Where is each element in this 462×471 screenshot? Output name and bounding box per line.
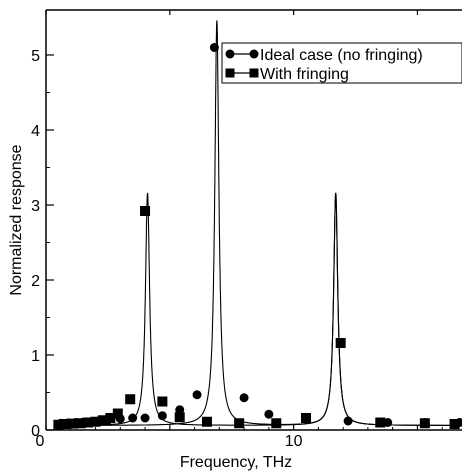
- data-point-circle: [209, 43, 219, 52]
- ticks: 0 1 2 3 4 5 0 10: [31, 10, 443, 450]
- data-point-circle: [192, 390, 202, 400]
- data-point-circle: [140, 413, 150, 423]
- series-line: [58, 192, 462, 426]
- data-point-square: [174, 412, 185, 423]
- y-tick-label: 1: [31, 348, 40, 365]
- legend-marker-square: [225, 68, 235, 78]
- data-point-circle: [239, 393, 249, 403]
- data-point-square: [68, 418, 79, 429]
- data-point-circle: [343, 416, 353, 426]
- legend-label: Ideal case (no fringing): [260, 47, 423, 64]
- legend-marker-circle: [249, 49, 259, 59]
- legend-marker-circle: [225, 49, 235, 59]
- data-point-square: [234, 418, 245, 429]
- data-point-square: [201, 416, 212, 427]
- data-point-square: [75, 418, 86, 429]
- data-point-square: [449, 419, 460, 429]
- y-tick-label: 2: [31, 273, 40, 290]
- data-point-square: [125, 394, 136, 405]
- data-point-square: [105, 413, 116, 423]
- data-point-square: [375, 417, 386, 428]
- data-point-square: [112, 408, 123, 419]
- data-point-square: [335, 338, 346, 348]
- legend-marker-square: [249, 68, 259, 78]
- x-axis-label: Frequency, THz: [180, 454, 292, 471]
- data-point-square: [97, 415, 108, 426]
- data-point-square: [140, 206, 151, 216]
- y-tick-label: 4: [31, 123, 40, 140]
- markers: [53, 43, 462, 430]
- data-point-square: [419, 418, 430, 429]
- legend-box: [221, 42, 462, 84]
- data-point-circle: [157, 411, 167, 421]
- data-point-square: [60, 419, 71, 429]
- legend-label: With fringing: [260, 66, 349, 83]
- y-tick-label: 3: [31, 198, 40, 215]
- data-point-square: [53, 419, 64, 430]
- y-tick-label: 5: [31, 48, 40, 65]
- data-point-square: [83, 417, 94, 428]
- curves: [58, 20, 462, 426]
- legend: Ideal case (no fringing) With fringing: [221, 42, 462, 84]
- x-tick-label: 0: [36, 433, 45, 450]
- data-point-square: [271, 418, 282, 429]
- x-tick-label: 10: [285, 433, 303, 450]
- data-point-circle: [128, 413, 138, 423]
- data-point-circle: [175, 405, 185, 415]
- data-point-square: [157, 396, 168, 407]
- data-point-circle: [383, 418, 393, 427]
- data-point-circle: [264, 409, 274, 419]
- data-point-square: [90, 416, 101, 427]
- y-tick-label: 0: [31, 423, 40, 440]
- y-axis-label: Normalized response: [8, 144, 25, 295]
- data-point-square: [301, 413, 311, 423]
